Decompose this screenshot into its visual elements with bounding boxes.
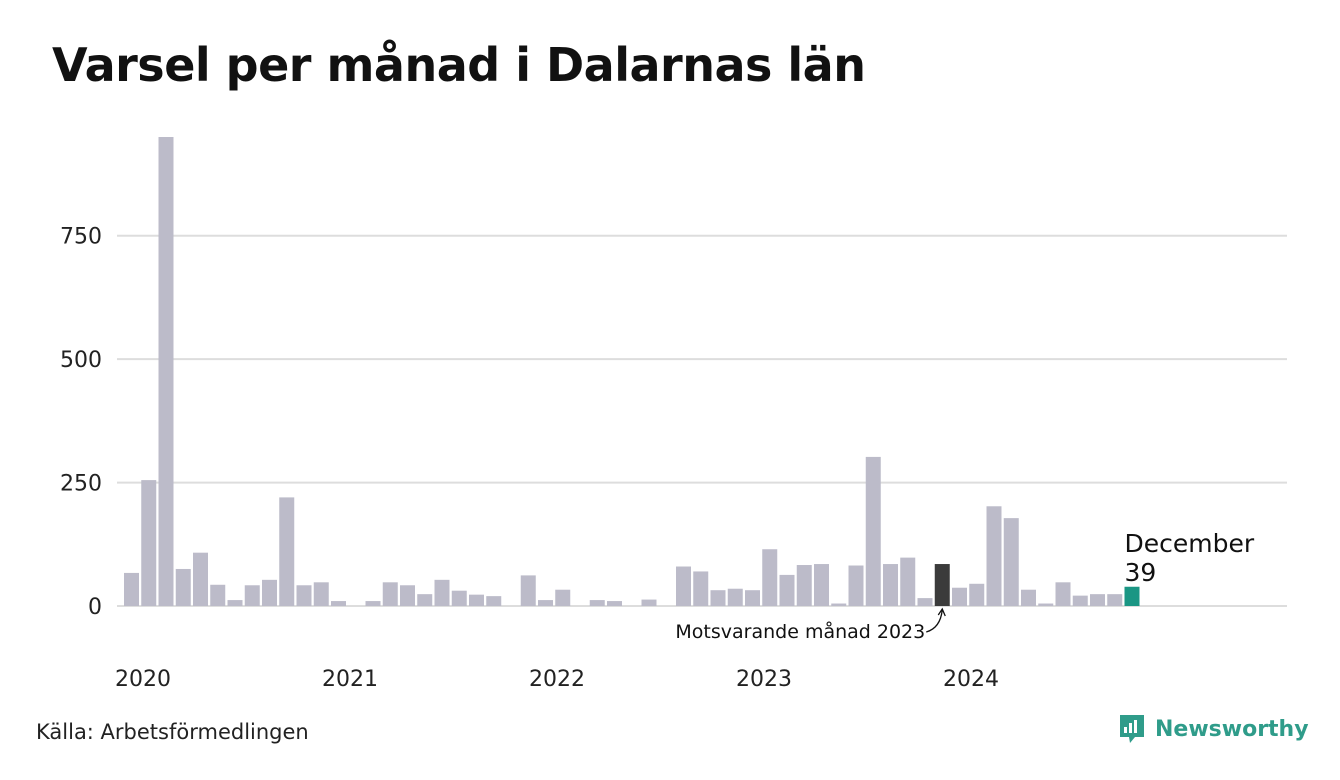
x-tick-label: 2023 bbox=[736, 667, 792, 692]
bar bbox=[210, 584, 226, 606]
bar bbox=[1038, 603, 1054, 606]
bar bbox=[1107, 594, 1123, 606]
bar bbox=[900, 557, 916, 606]
current-value-label: 39 bbox=[1125, 558, 1157, 587]
bar bbox=[244, 585, 260, 606]
bar bbox=[538, 600, 553, 606]
bar bbox=[883, 564, 898, 606]
bar-current bbox=[1124, 586, 1140, 606]
bar bbox=[1090, 594, 1105, 606]
y-axis-ticks: 0 250 500 750 bbox=[60, 225, 102, 620]
bar bbox=[469, 594, 484, 606]
bar bbox=[917, 598, 933, 606]
current-month-label: December bbox=[1125, 529, 1255, 558]
bar bbox=[313, 582, 329, 606]
bar bbox=[486, 596, 502, 606]
bar bbox=[400, 585, 415, 606]
bar bbox=[434, 579, 450, 606]
bar bbox=[141, 480, 157, 606]
brand-name: Newsworthy bbox=[1155, 716, 1309, 742]
bar bbox=[331, 601, 346, 606]
bar bbox=[520, 575, 536, 606]
bar bbox=[762, 549, 778, 606]
bar bbox=[693, 571, 709, 606]
x-tick-label: 2022 bbox=[529, 667, 585, 692]
bar bbox=[227, 600, 243, 606]
y-tick-label: 250 bbox=[60, 472, 102, 497]
bar bbox=[193, 552, 208, 606]
bar bbox=[279, 497, 295, 606]
bar bbox=[676, 566, 691, 606]
bar bbox=[1021, 589, 1036, 606]
y-tick-label: 500 bbox=[60, 348, 102, 373]
bar-previous-year bbox=[934, 564, 950, 606]
bar bbox=[589, 600, 605, 606]
bar bbox=[365, 601, 381, 606]
bar bbox=[814, 564, 829, 606]
bar bbox=[727, 588, 743, 606]
bar bbox=[296, 585, 312, 606]
chart-title: Varsel per månad i Dalarnas län bbox=[52, 38, 866, 92]
bar bbox=[710, 590, 726, 606]
annotation-arrow bbox=[926, 609, 943, 633]
x-axis-ticks: 2020 2021 2022 2023 2024 bbox=[115, 667, 999, 692]
bar bbox=[1003, 518, 1019, 606]
annotation-arrowhead bbox=[937, 607, 946, 617]
bar bbox=[1072, 595, 1088, 606]
bar bbox=[175, 568, 191, 606]
bar bbox=[831, 603, 847, 606]
bar bbox=[969, 583, 985, 606]
brand-logo[interactable]: Newsworthy bbox=[1117, 712, 1309, 746]
bar bbox=[417, 594, 433, 606]
bar bbox=[796, 565, 812, 606]
x-tick-label: 2020 bbox=[115, 667, 171, 692]
bar bbox=[555, 589, 571, 606]
bar bbox=[1055, 582, 1071, 606]
bar bbox=[451, 590, 467, 606]
bar bbox=[952, 587, 967, 606]
bar bbox=[745, 590, 760, 606]
bar bbox=[382, 582, 398, 606]
bar bbox=[158, 137, 174, 606]
bar bbox=[262, 579, 277, 606]
bar bbox=[848, 565, 864, 606]
bar bbox=[865, 456, 881, 606]
newsworthy-logo-icon bbox=[1120, 715, 1144, 743]
y-tick-label: 750 bbox=[60, 225, 102, 250]
bar bbox=[124, 572, 139, 606]
y-tick-label: 0 bbox=[88, 595, 102, 620]
x-tick-label: 2021 bbox=[322, 667, 378, 692]
x-tick-label: 2024 bbox=[943, 667, 999, 692]
bar bbox=[779, 574, 795, 606]
bars bbox=[124, 137, 1140, 606]
source-note: Källa: Arbetsförmedlingen bbox=[36, 720, 309, 744]
bar-chart: 0 250 500 750 2020 2021 2022 2023 2024 December… bbox=[60, 137, 1287, 692]
bar bbox=[607, 601, 622, 606]
bar bbox=[986, 506, 1002, 606]
previous-year-annotation: Motsvarande månad 2023 bbox=[675, 620, 925, 643]
bar bbox=[641, 599, 657, 606]
